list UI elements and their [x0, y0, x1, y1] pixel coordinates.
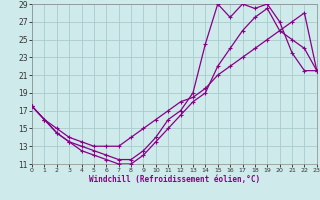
X-axis label: Windchill (Refroidissement éolien,°C): Windchill (Refroidissement éolien,°C)	[89, 175, 260, 184]
